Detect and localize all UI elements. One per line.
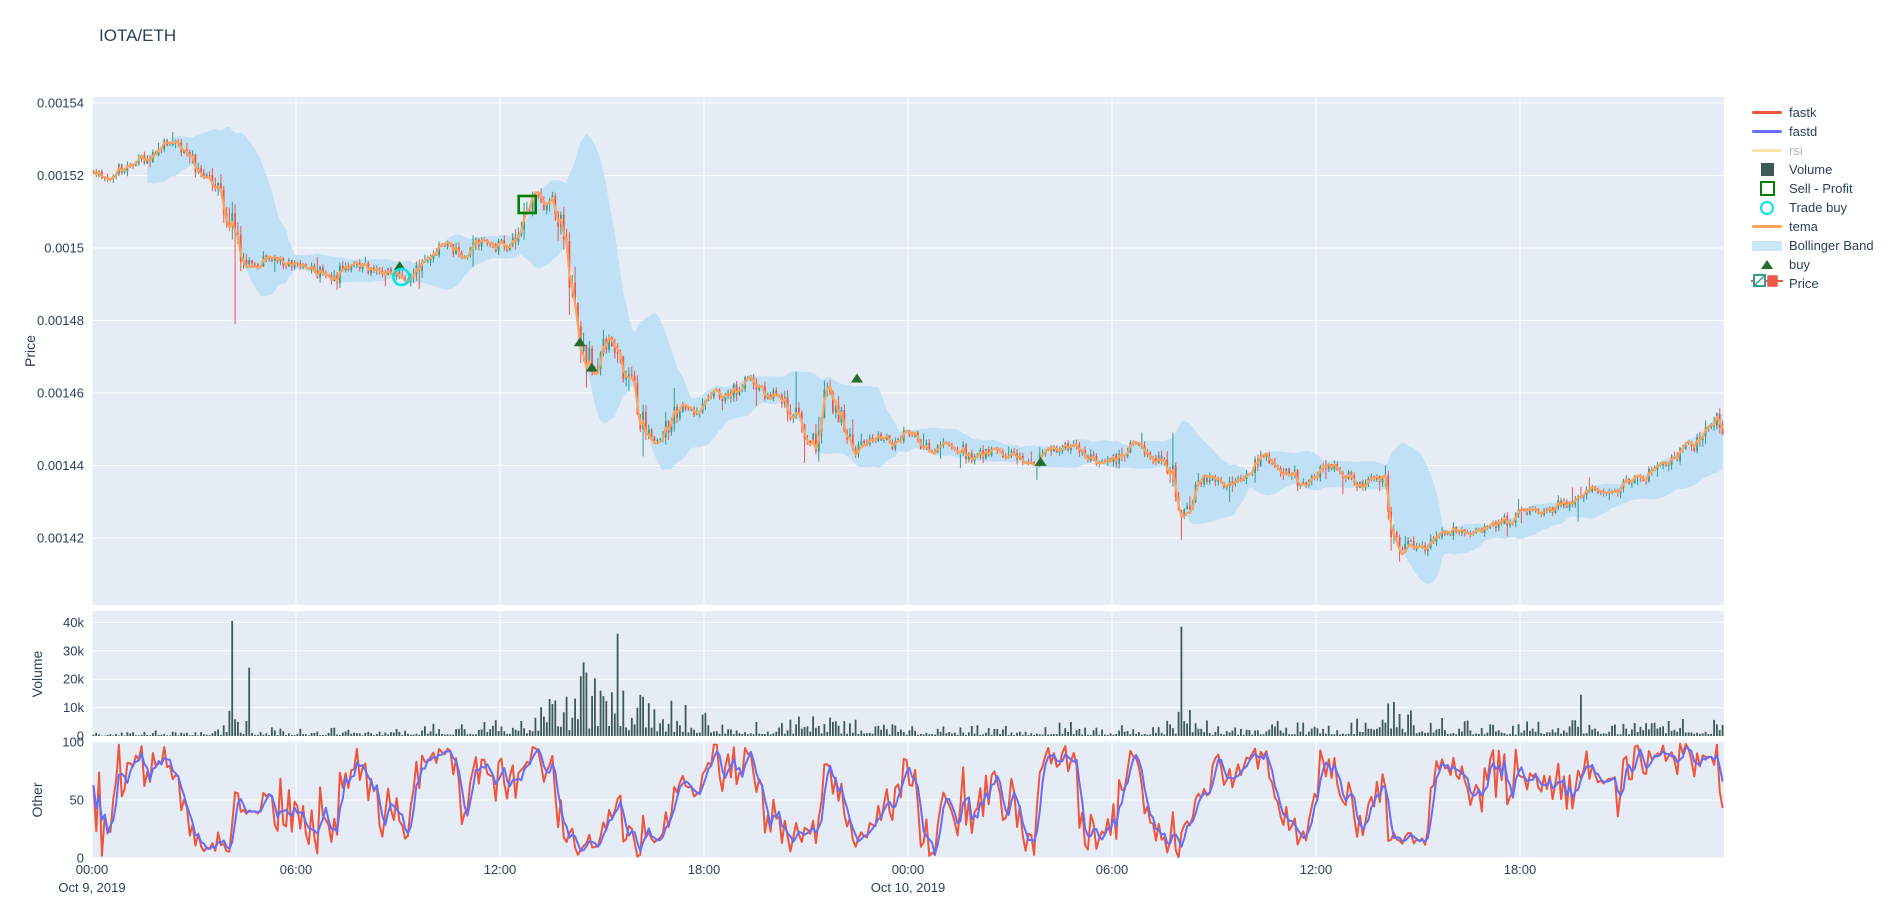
- buy-marker: [573, 337, 586, 347]
- price-tick-label: 0.00146: [37, 386, 84, 401]
- volume-tick-label: 30k: [63, 643, 84, 658]
- legend-label: Bollinger Band: [1789, 238, 1874, 253]
- price-tick-label: 0.00154: [37, 96, 84, 111]
- legend-item-fastd[interactable]: fastd: [1750, 122, 1874, 141]
- price-legend-icon: [1750, 273, 1784, 294]
- tema-legend-icon: [1750, 225, 1784, 228]
- price-tick-label: 0.00144: [37, 458, 84, 473]
- volume-tick-label: 20k: [63, 672, 84, 687]
- chart-title: IOTA/ETH: [99, 26, 177, 45]
- x-tick-label: 06:00: [280, 862, 313, 877]
- legend-label: Volume: [1789, 162, 1833, 177]
- legend-label: Price: [1789, 276, 1819, 291]
- buy-legend-icon: [1750, 260, 1784, 269]
- legend-label: fastd: [1789, 124, 1818, 139]
- legend-label: Sell - Profit: [1789, 181, 1853, 196]
- legend-item-price[interactable]: Price: [1750, 274, 1874, 293]
- other-axis-title: Other: [29, 782, 45, 818]
- legend-item-bollinger-band[interactable]: Bollinger Band: [1750, 236, 1874, 255]
- price-tick-label: 0.00148: [37, 313, 84, 328]
- price-tick-label: 0.0015: [44, 241, 84, 256]
- fastk-legend-icon: [1750, 111, 1784, 114]
- other-tick-label: 100: [62, 735, 84, 750]
- buy-marker: [1034, 456, 1047, 466]
- sell-profit-legend-icon: [1750, 181, 1784, 196]
- trade-buy-marker: [392, 267, 411, 287]
- tema-line: [92, 140, 1724, 556]
- fastd-legend-icon: [1750, 130, 1784, 133]
- rsi-legend-icon: [1750, 149, 1784, 152]
- x-tick-label: 12:00: [1300, 862, 1333, 877]
- legend-item-buy[interactable]: buy: [1750, 255, 1874, 274]
- volume-axis-title: Volume: [29, 650, 45, 698]
- legend-item-trade-buy[interactable]: Trade buy: [1750, 198, 1874, 217]
- fastd-line: [92, 746, 1724, 856]
- buy-marker: [585, 362, 598, 372]
- x-tick-label: 18:00: [688, 862, 721, 877]
- x-tick-label: 18:00: [1504, 862, 1537, 877]
- legend-item-tema[interactable]: tema: [1750, 217, 1874, 236]
- buy-marker: [851, 373, 863, 383]
- trade-markers: [392, 194, 1047, 466]
- trade-buy-legend-icon: [1750, 200, 1784, 215]
- legend-item-volume[interactable]: Volume: [1750, 160, 1874, 179]
- legend-item-rsi[interactable]: rsi: [1750, 141, 1874, 160]
- bollinger-band-legend-icon: [1750, 240, 1784, 251]
- axis-tick-labels: 0.00154 0.00152 0.0015 0.00148 0.00146 0.0014…: [37, 96, 1536, 896]
- legend-item-sell-profit[interactable]: Sell - Profit: [1750, 179, 1874, 198]
- other-tick-label: 0: [77, 851, 84, 866]
- price-tick-label: 0.00142: [37, 531, 84, 546]
- legend: fastk fastd rsi Volume Sell - Profit Trade bu…: [1750, 103, 1874, 293]
- x-tick-label: 12:00: [484, 862, 517, 877]
- volume-tick-label: 0: [77, 729, 84, 744]
- legend-label: Trade buy: [1789, 200, 1848, 215]
- x-tick-label: 00:00: [892, 862, 925, 877]
- volume-tick-label: 40k: [63, 615, 84, 630]
- legend-label: rsi: [1789, 143, 1803, 158]
- x-tick-label: 00:00: [76, 862, 109, 877]
- gridlines: [91, 97, 1724, 859]
- legend-label: tema: [1789, 219, 1818, 234]
- x-date-label: Oct 10, 2019: [871, 880, 945, 895]
- volume-tick-label: 10k: [63, 700, 84, 715]
- sell-profit-marker: [517, 194, 538, 215]
- volume-legend-icon: [1750, 163, 1784, 176]
- x-tick-label: 06:00: [1096, 862, 1129, 877]
- price-tick-label: 0.00152: [37, 168, 84, 183]
- legend-label: buy: [1789, 257, 1810, 272]
- fastk-line: [92, 742, 1724, 859]
- legend-item-fastk[interactable]: fastk: [1750, 103, 1874, 122]
- legend-label: fastk: [1789, 105, 1817, 120]
- price-axis-title: Price: [22, 335, 38, 367]
- x-date-label: Oct 9, 2019: [58, 880, 125, 895]
- other-tick-label: 50: [70, 793, 84, 808]
